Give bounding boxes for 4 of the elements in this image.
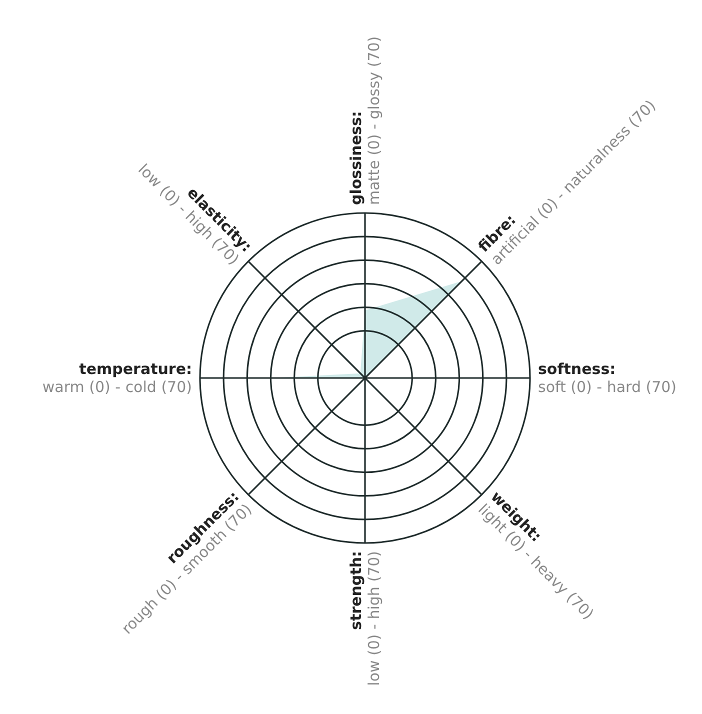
spoke-label: strength: low (0) - high (70)	[347, 551, 383, 686]
spoke-label: glossiness: matte (0) - glossy (70)	[347, 36, 383, 205]
spoke-label: softness: soft (0) - hard (70)	[538, 360, 677, 396]
spoke-label: temperature: warm (0) - cold (70)	[42, 360, 192, 396]
